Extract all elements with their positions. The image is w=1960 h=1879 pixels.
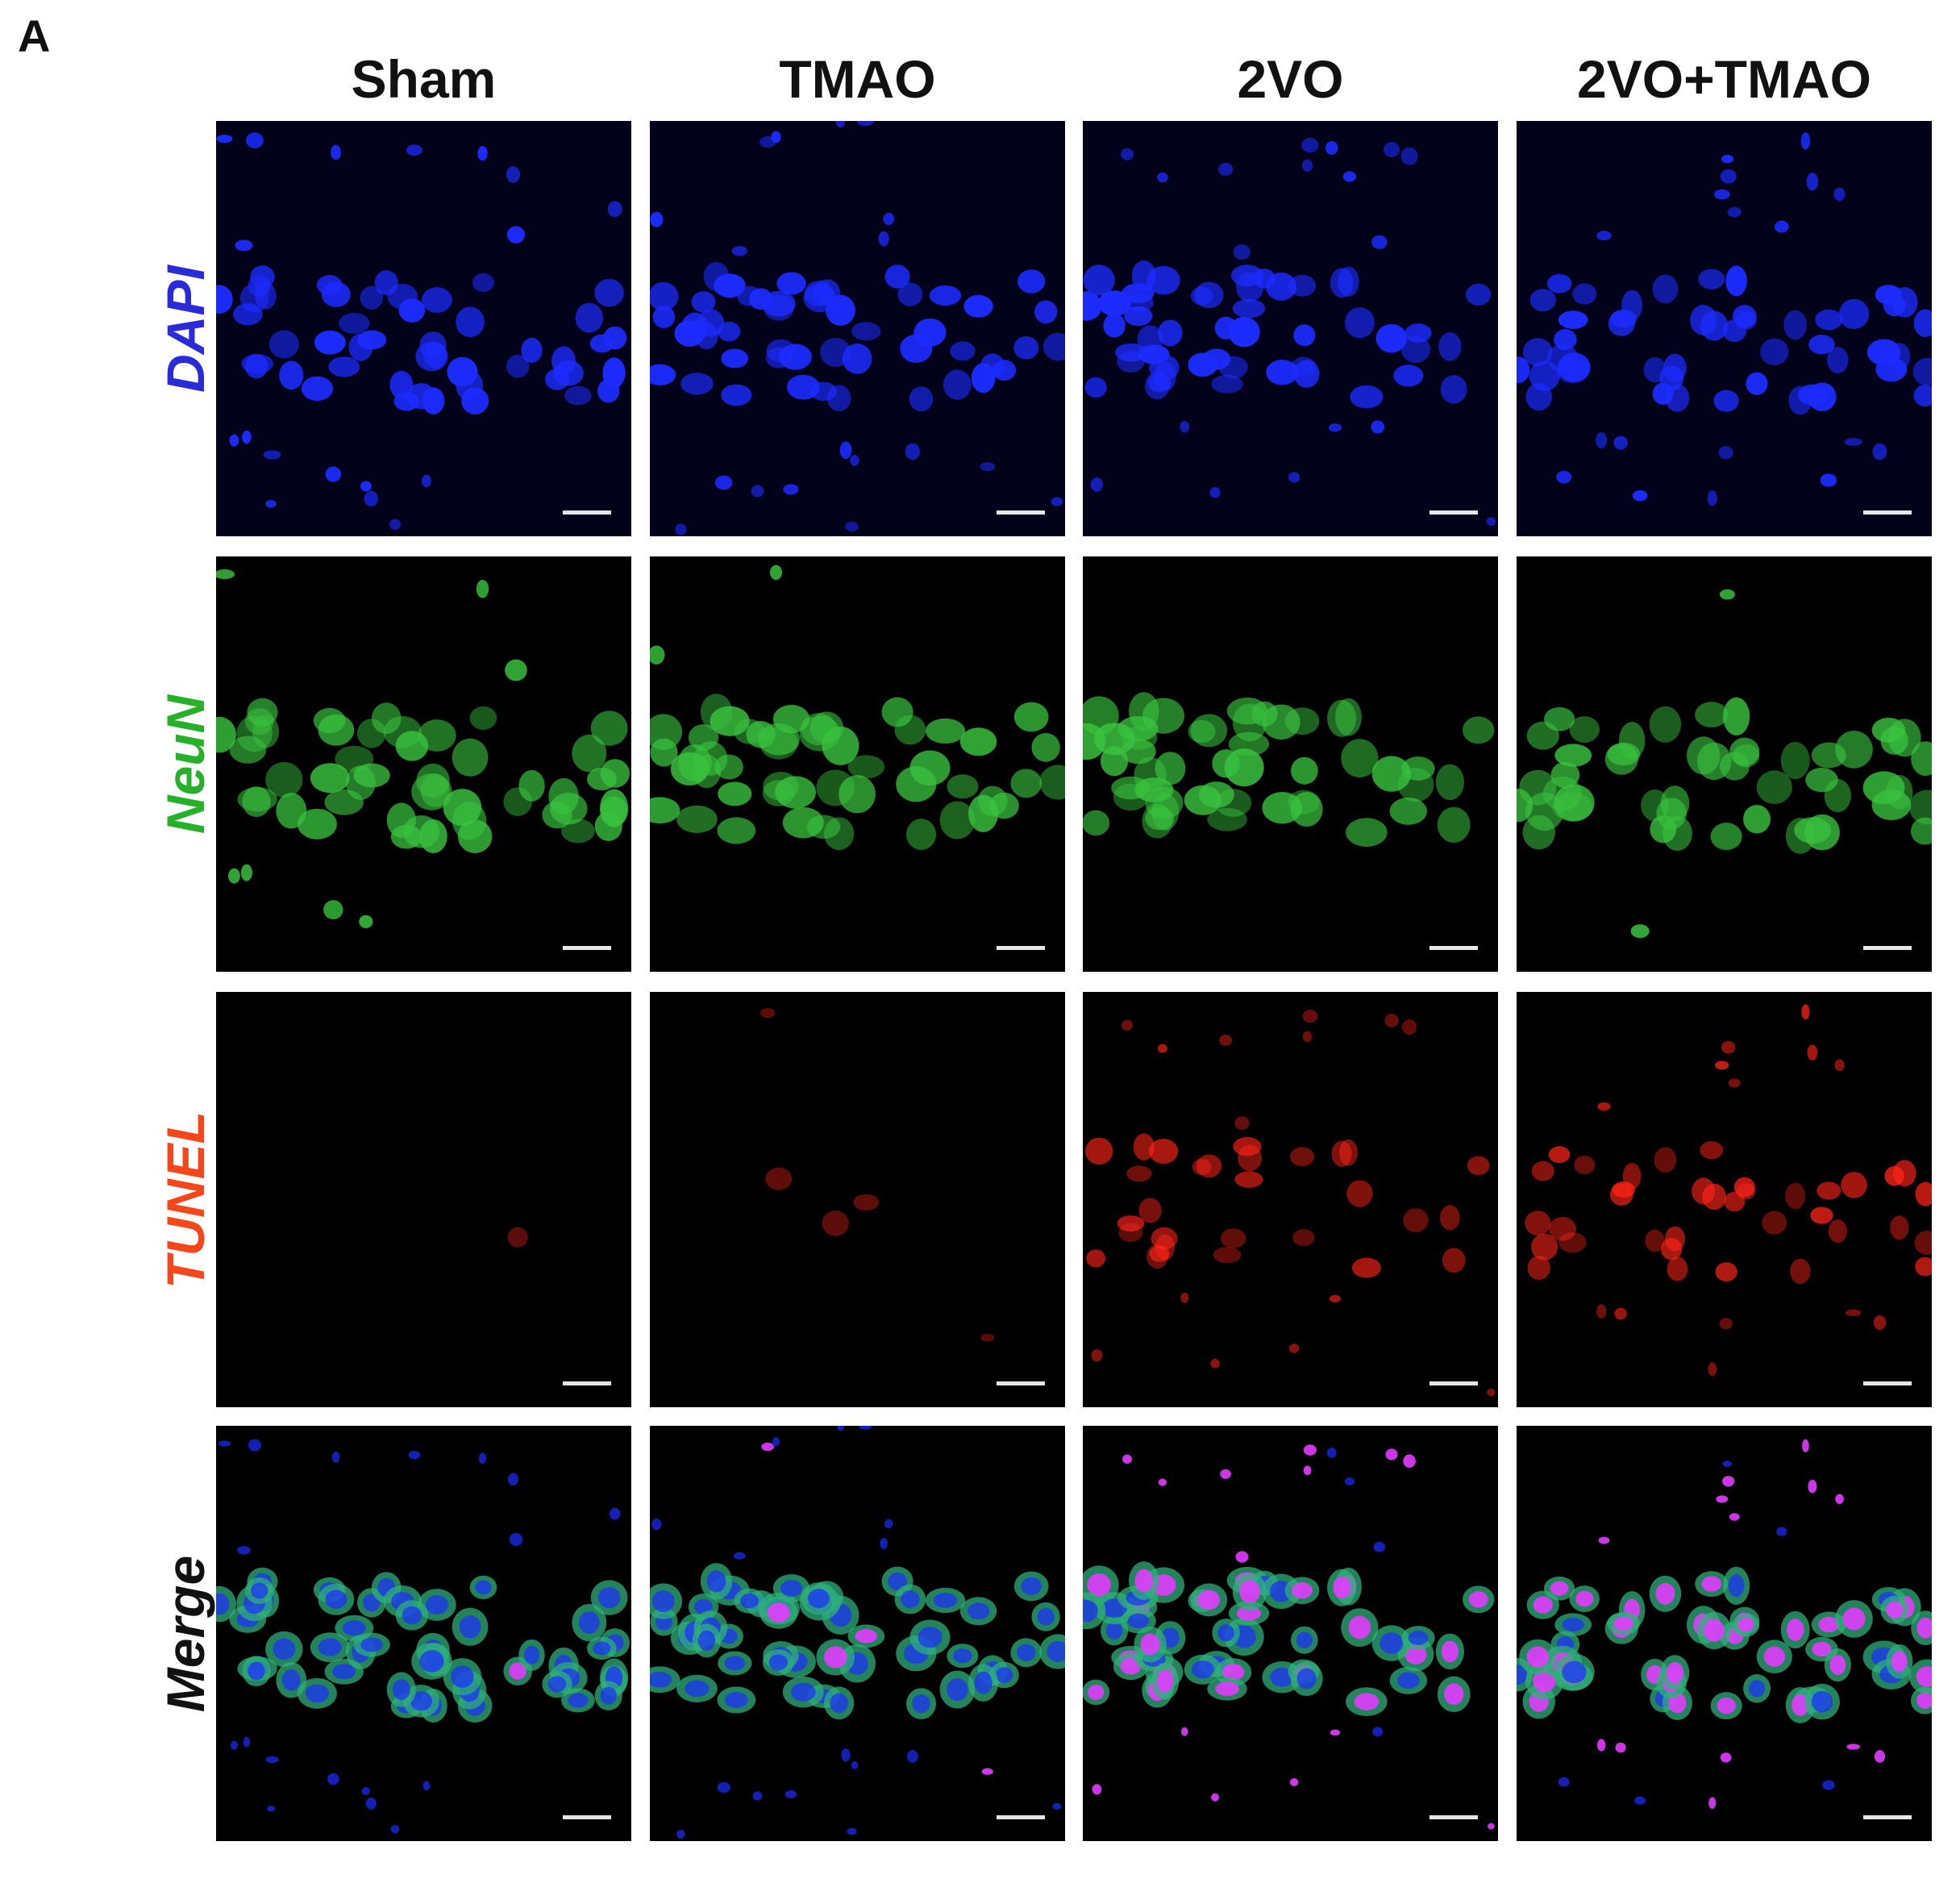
micrograph-dapi-2vo-tmao [1517, 121, 1932, 536]
row-label-neun: NeuN [153, 556, 218, 972]
micrograph-neun-2vo-tmao [1517, 556, 1932, 972]
column-header-tmao: TMAO [779, 49, 936, 109]
panel-letter: A [18, 10, 51, 61]
micrograph-tunel-tmao [650, 992, 1065, 1407]
micrograph-merge-sham [216, 1426, 631, 1841]
micrograph-dapi-sham [216, 121, 631, 536]
micrograph-neun-sham [216, 556, 631, 972]
scale-bar [1429, 1815, 1478, 1819]
scale-bar [1429, 946, 1478, 950]
column-header-sham: Sham [351, 49, 497, 109]
scale-bar [1863, 510, 1912, 515]
column-header-2vo: 2VO [1237, 49, 1344, 109]
micrograph-tunel-2vo-tmao [1517, 992, 1932, 1407]
row-label-tunel: TUNEL [153, 992, 218, 1407]
scale-bar [997, 1815, 1045, 1819]
micrograph-merge-tmao [650, 1426, 1065, 1841]
scale-bar [563, 1381, 611, 1385]
scale-bar [563, 946, 611, 950]
scale-bar [1863, 946, 1912, 950]
row-label-dapi: DAPI [153, 121, 218, 536]
scale-bar [997, 1381, 1045, 1385]
micrograph-merge-2vo [1083, 1426, 1498, 1841]
scale-bar [563, 510, 611, 515]
micrograph-tunel-2vo [1083, 992, 1498, 1407]
row-label-dapi-text: DAPI [156, 265, 215, 393]
scale-bar [997, 510, 1045, 515]
column-header-2vo-tmao: 2VO+TMAO [1577, 49, 1871, 109]
scale-bar [1429, 1381, 1478, 1385]
scale-bar [1863, 1815, 1912, 1819]
micrograph-neun-2vo [1083, 556, 1498, 972]
micrograph-neun-tmao [650, 556, 1065, 972]
row-label-merge-text: Merge [156, 1555, 215, 1712]
scale-bar [563, 1815, 611, 1819]
row-label-tunel-text: TUNEL [156, 1110, 215, 1289]
scale-bar [1863, 1381, 1912, 1385]
scale-bar [1429, 510, 1478, 515]
row-label-merge: Merge [153, 1426, 218, 1841]
micrograph-dapi-2vo [1083, 121, 1498, 536]
micrograph-merge-2vo-tmao [1517, 1426, 1932, 1841]
row-label-neun-text: NeuN [156, 694, 215, 834]
micrograph-dapi-tmao [650, 121, 1065, 536]
micrograph-tunel-sham [216, 992, 631, 1407]
scale-bar [997, 946, 1045, 950]
